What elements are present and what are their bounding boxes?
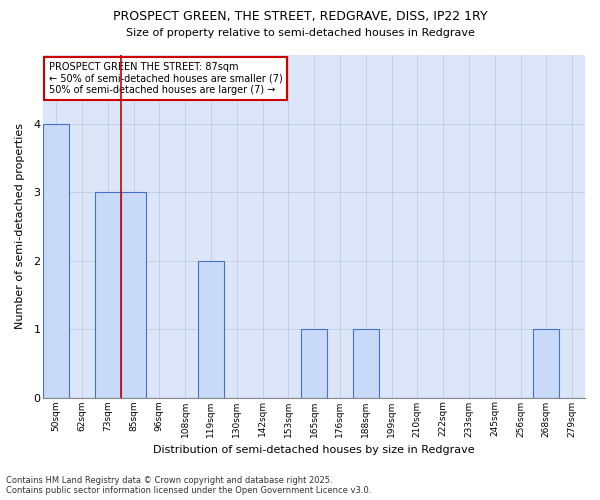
Text: PROSPECT GREEN THE STREET: 87sqm
← 50% of semi-detached houses are smaller (7)
5: PROSPECT GREEN THE STREET: 87sqm ← 50% o…: [49, 62, 283, 95]
Text: PROSPECT GREEN, THE STREET, REDGRAVE, DISS, IP22 1RY: PROSPECT GREEN, THE STREET, REDGRAVE, DI…: [113, 10, 487, 23]
Bar: [121, 192, 146, 398]
Bar: [198, 260, 224, 398]
Text: Contains HM Land Registry data © Crown copyright and database right 2025.
Contai: Contains HM Land Registry data © Crown c…: [6, 476, 371, 495]
Bar: [43, 124, 69, 398]
Y-axis label: Number of semi-detached properties: Number of semi-detached properties: [15, 124, 25, 330]
X-axis label: Distribution of semi-detached houses by size in Redgrave: Distribution of semi-detached houses by …: [154, 445, 475, 455]
Bar: [301, 329, 327, 398]
Bar: [533, 329, 559, 398]
Bar: [95, 192, 121, 398]
Text: Size of property relative to semi-detached houses in Redgrave: Size of property relative to semi-detach…: [125, 28, 475, 38]
Bar: [353, 329, 379, 398]
